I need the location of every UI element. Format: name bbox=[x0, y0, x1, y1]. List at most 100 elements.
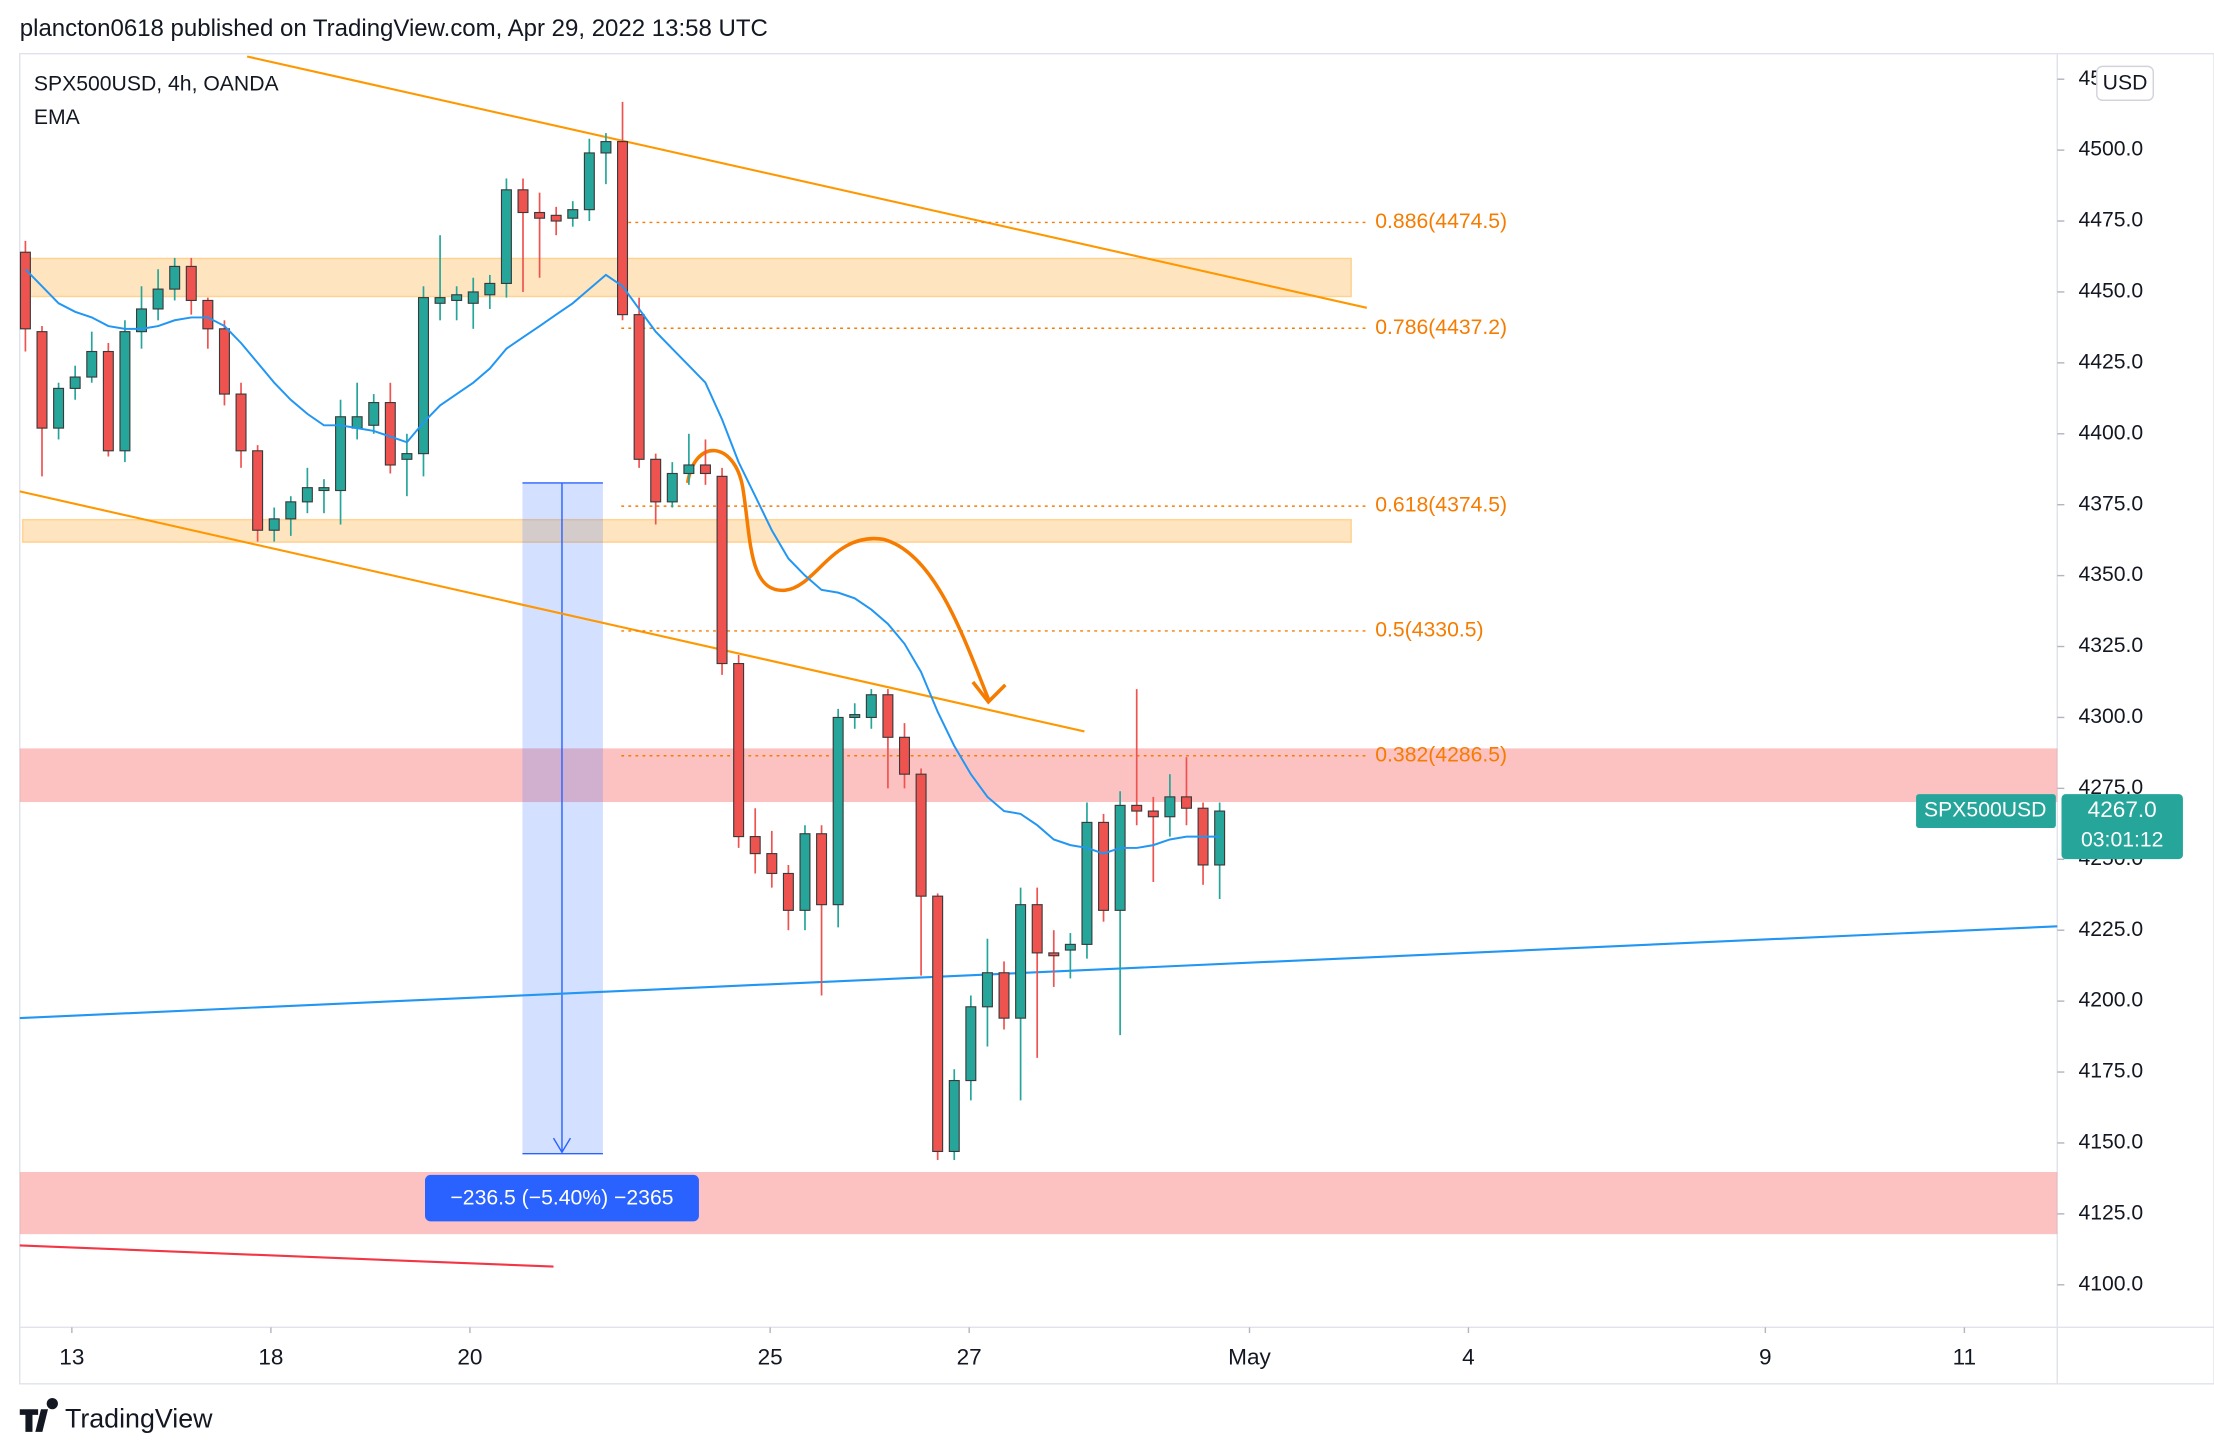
candle-body bbox=[1015, 904, 1027, 1019]
candle-body bbox=[915, 773, 927, 897]
currency: USD bbox=[2103, 72, 2148, 95]
x-tick-label: 4 bbox=[1462, 1344, 1475, 1369]
symbol-badge-box bbox=[1916, 794, 2056, 829]
plot: 0.886(4474.5) 0.786(4437.2) 0.618(4374.5) 0… bbox=[19, 101, 1507, 1160]
currency-box[interactable] bbox=[2096, 65, 2154, 101]
candle-body bbox=[268, 518, 280, 531]
candle-body bbox=[1114, 804, 1126, 911]
y-tick-label: 4400.0 bbox=[2078, 421, 2143, 444]
candle-body bbox=[119, 331, 131, 452]
x-tick-label: 27 bbox=[957, 1344, 982, 1369]
y-tick-label: 4475.0 bbox=[2078, 209, 2143, 232]
ema-line bbox=[24, 268, 1220, 855]
candle-body bbox=[617, 141, 629, 316]
y-tick-label: 4100.0 bbox=[2078, 1272, 2143, 1295]
candle-body bbox=[368, 402, 380, 426]
candle-body bbox=[318, 487, 330, 492]
measure-label: −236.5 (−5.40%) −2365 bbox=[450, 1186, 673, 1209]
candle-body bbox=[53, 387, 65, 429]
fib-label: 0.618(4374.5) bbox=[1375, 494, 1507, 517]
candle-body bbox=[782, 872, 794, 911]
target-zone bbox=[19, 1172, 2058, 1235]
candle-body bbox=[136, 308, 148, 333]
resistance-zone bbox=[19, 748, 2058, 803]
candle-body bbox=[816, 833, 828, 906]
lower-trendline bbox=[19, 490, 1085, 733]
fib-label: 0.5(4330.5) bbox=[1375, 619, 1483, 642]
candle-body bbox=[550, 214, 562, 222]
candle-body bbox=[1147, 810, 1159, 818]
candle-body bbox=[1064, 943, 1076, 951]
candle-body bbox=[633, 314, 645, 460]
chart-frame bbox=[19, 52, 2214, 1385]
x-tick-label: 20 bbox=[457, 1344, 482, 1369]
y-tick-label: 4150.0 bbox=[2078, 1131, 2143, 1154]
countdown: 03:01:12 bbox=[2081, 828, 2163, 851]
candle-body bbox=[102, 350, 114, 452]
candle-body bbox=[534, 211, 546, 219]
y-tick-label: 4200.0 bbox=[2078, 989, 2143, 1012]
candle-body bbox=[1098, 821, 1110, 911]
support-trendline bbox=[19, 925, 2058, 1020]
upper-trendline bbox=[246, 55, 1368, 309]
candle-body bbox=[169, 265, 181, 290]
candle-body bbox=[600, 141, 612, 154]
brand-logo bbox=[19, 1397, 58, 1432]
candle-body bbox=[716, 475, 728, 665]
y-tick-label: 4275.0 bbox=[2078, 776, 2143, 799]
candle-body bbox=[849, 714, 861, 719]
y-tick-label: 4425.0 bbox=[2078, 350, 2143, 373]
candle-body bbox=[434, 297, 446, 304]
candle-body bbox=[335, 416, 347, 492]
candle-body bbox=[981, 972, 993, 1008]
candle-body bbox=[185, 265, 197, 302]
candle-body bbox=[699, 464, 711, 475]
y-tick-label: 4375.0 bbox=[2078, 492, 2143, 515]
candle-body bbox=[1081, 821, 1093, 945]
candle-body bbox=[683, 464, 695, 475]
projection-path bbox=[685, 448, 991, 700]
brand: TradingView bbox=[65, 1404, 213, 1434]
candle-body bbox=[998, 972, 1010, 1019]
candle-body bbox=[882, 694, 894, 738]
measure-arrow-head bbox=[552, 1137, 572, 1154]
red-trendline bbox=[19, 1244, 554, 1268]
candle-body bbox=[202, 299, 214, 330]
candle-body bbox=[36, 331, 48, 429]
candle-body bbox=[567, 209, 579, 219]
candle-body bbox=[766, 853, 778, 875]
projection-arrow-head bbox=[971, 680, 1007, 705]
y-tick-label: 4175.0 bbox=[2078, 1060, 2143, 1083]
candle-body bbox=[86, 350, 98, 378]
y-tick-label: 4450.0 bbox=[2078, 280, 2143, 303]
candle-body bbox=[218, 328, 230, 395]
symbol-badge: SPX500USD bbox=[1924, 799, 2046, 822]
publisher-line: plancton0618 published on TradingView.co… bbox=[20, 15, 768, 42]
candle-body bbox=[799, 833, 811, 911]
x-tick-label: 18 bbox=[258, 1344, 283, 1369]
candle-body bbox=[865, 694, 877, 719]
fib-label: 0.886(4474.5) bbox=[1375, 210, 1507, 233]
x-tick-label: 25 bbox=[758, 1344, 783, 1369]
y-tick-label: 4225.0 bbox=[2078, 918, 2143, 941]
candle-body bbox=[898, 736, 911, 775]
fib-label: 0.382(4286.5) bbox=[1375, 743, 1507, 766]
y-tick-label: 4500.0 bbox=[2078, 138, 2143, 161]
candle-body bbox=[583, 152, 595, 211]
y-tick-label: 4350.0 bbox=[2078, 563, 2143, 586]
candle-body bbox=[351, 416, 363, 429]
candle-body bbox=[1180, 796, 1192, 809]
candle-body bbox=[666, 472, 678, 503]
y-tick-label: 4300.0 bbox=[2078, 705, 2143, 728]
candle-body bbox=[19, 251, 31, 330]
symbol-line: SPX500USD, 4h, OANDA bbox=[34, 72, 280, 95]
candle-body bbox=[152, 288, 164, 310]
last-price: SPX500USD 4267.0 03:01:12 bbox=[1916, 794, 2183, 860]
candle-body bbox=[384, 402, 396, 466]
candle-body bbox=[1031, 904, 1043, 954]
candle-body bbox=[285, 501, 297, 520]
support-zone bbox=[21, 518, 1352, 543]
candle-body bbox=[650, 458, 662, 503]
fib-label: 0.786(4437.2) bbox=[1375, 316, 1507, 339]
